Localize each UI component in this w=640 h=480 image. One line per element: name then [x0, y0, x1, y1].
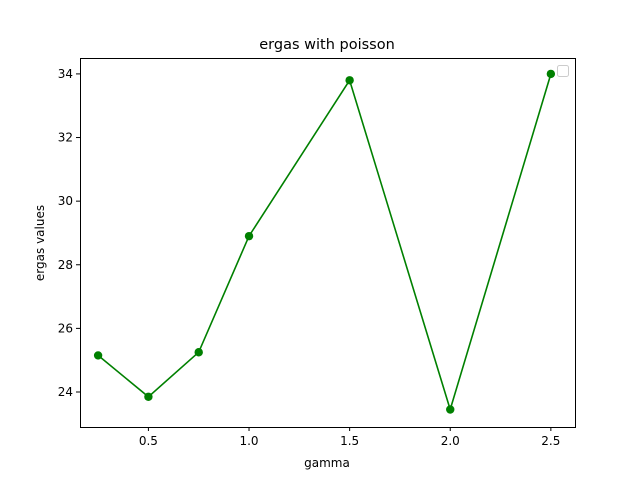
- plot-frame: [80, 58, 576, 428]
- plot-area: [93, 69, 556, 414]
- y-tick-label: 28: [58, 258, 73, 272]
- data-point: [446, 405, 455, 414]
- data-point: [244, 231, 254, 241]
- y-tick-label: 24: [58, 385, 73, 399]
- data-point: [144, 392, 153, 401]
- x-tick-label: 1.5: [340, 434, 359, 448]
- x-axis: 0.5 1.0 1.5 2.0 2.5: [139, 427, 560, 448]
- x-tick-label: 2.0: [441, 434, 460, 448]
- data-point: [194, 348, 203, 357]
- legend-box: [557, 65, 569, 77]
- y-axis-label: ergas values: [33, 205, 47, 281]
- data-point: [93, 351, 103, 360]
- data-point: [345, 76, 354, 85]
- y-tick-label: 32: [58, 131, 73, 145]
- y-axis: 24 26 28 30 32 34: [58, 67, 80, 399]
- x-tick-label: 2.5: [541, 434, 560, 448]
- y-tick-label: 34: [58, 67, 73, 81]
- x-tick-label: 1.0: [239, 434, 258, 448]
- series-line: [97, 73, 552, 413]
- y-tick-label: 30: [58, 194, 73, 208]
- data-point: [546, 69, 556, 79]
- chart-title: ergas with poisson: [259, 37, 395, 53]
- y-tick-label: 26: [58, 321, 73, 335]
- x-tick-label: 0.5: [139, 434, 158, 448]
- x-axis-label: gamma: [304, 456, 350, 470]
